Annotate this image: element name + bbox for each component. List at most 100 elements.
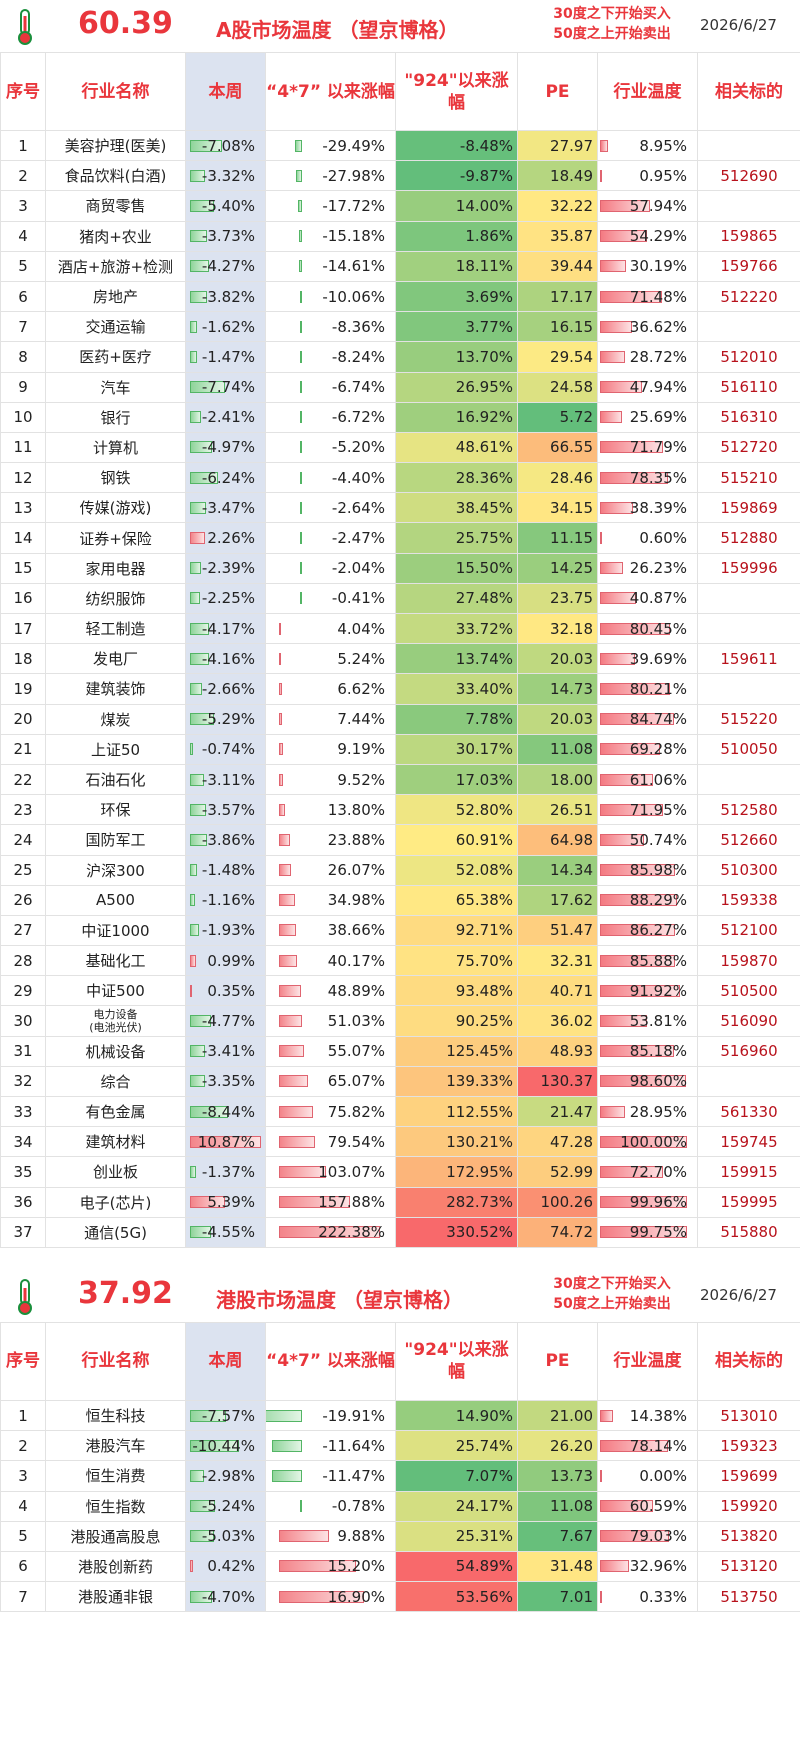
related-code-cell[interactable]: 516090 [697, 1005, 800, 1037]
week-change-value: -4.16% [201, 649, 255, 668]
week-change-bar [190, 743, 194, 756]
since47-bar-wrap: 222.38% [267, 1223, 395, 1241]
seq-cell: 5 [0, 1520, 46, 1552]
since47-cell: 9.88% [265, 1520, 396, 1552]
industry-temp-cell: 28.95% [597, 1095, 698, 1128]
related-code-cell[interactable]: 513820 [697, 1520, 800, 1552]
week-change-cell: -6.24% [185, 462, 266, 494]
related-code-cell[interactable]: 159920 [697, 1490, 800, 1522]
related-code-cell[interactable]: 561330 [697, 1095, 800, 1128]
related-code-cell[interactable]: 512880 [697, 522, 800, 554]
related-code-cell[interactable]: 510500 [697, 975, 800, 1007]
related-code-cell[interactable]: 159766 [697, 250, 800, 282]
related-code-cell[interactable]: 159870 [697, 945, 800, 977]
related-code-cell[interactable]: 159915 [697, 1156, 800, 1188]
table-row: 12 钢铁 -6.24% -4.40% 28.36% 28.46 78.35% 515210 [0, 462, 800, 494]
related-code-cell[interactable]: 159995 [697, 1186, 800, 1218]
related-code-cell[interactable]: 159323 [697, 1430, 800, 1462]
related-code-cell[interactable] [697, 582, 800, 615]
related-code-cell[interactable]: 513010 [697, 1399, 800, 1432]
related-code-cell[interactable] [697, 612, 800, 645]
pe-cell: 20.03 [517, 643, 598, 675]
related-code-cell[interactable] [697, 763, 800, 796]
related-code-cell[interactable]: 159745 [697, 1126, 800, 1158]
since47-bar [278, 1165, 326, 1178]
since47-bar [299, 290, 303, 303]
related-code-cell[interactable]: 512010 [697, 341, 800, 373]
industry-temp-bar-wrap: 80.21% [599, 680, 697, 698]
since47-value: 13.80% [327, 800, 385, 819]
related-code-cell[interactable] [697, 190, 800, 222]
since47-bar-wrap: -27.98% [267, 167, 395, 185]
week-change-value: -2.39% [201, 559, 255, 578]
related-code-cell[interactable]: 512100 [697, 914, 800, 947]
week-change-cell: -1.93% [185, 914, 266, 947]
week-change-cell: 0.99% [185, 945, 266, 977]
week-change-bar-wrap: -3.47% [187, 499, 265, 517]
related-code-cell[interactable]: 159338 [697, 884, 800, 916]
related-code-cell[interactable]: 513750 [697, 1581, 800, 1613]
since47-cell: 157.88% [265, 1186, 396, 1218]
industry-temp-bar-wrap: 88.29% [599, 891, 697, 909]
related-code-cell[interactable] [697, 311, 800, 343]
related-code-cell[interactable]: 510050 [697, 733, 800, 765]
related-code-cell[interactable] [697, 129, 800, 162]
related-code-cell[interactable]: 513120 [697, 1550, 800, 1583]
week-change-cell: -4.27% [185, 250, 266, 282]
pe-cell: 35.87 [517, 220, 598, 252]
col-name-header: 行业名称 [45, 1321, 186, 1401]
industry-temp-bar-wrap: 53.81% [599, 1012, 697, 1030]
related-code-cell[interactable]: 159611 [697, 643, 800, 675]
since47-bar [299, 562, 303, 575]
since924-cell: 48.61% [395, 431, 518, 464]
related-code-cell[interactable]: 515220 [697, 703, 800, 735]
related-code-cell[interactable]: 512690 [697, 160, 800, 192]
related-code-cell[interactable]: 510300 [697, 854, 800, 886]
col-seq-header: 序号 [0, 52, 46, 131]
industry-temp-bar [600, 1045, 675, 1058]
since924-cell: 3.77% [395, 311, 518, 343]
week-change-bar [190, 894, 196, 907]
related-code-cell[interactable]: 516960 [697, 1035, 800, 1067]
industry-name: 上证50 [90, 740, 141, 759]
related-code-cell[interactable]: 512660 [697, 824, 800, 856]
week-change-value: -0.74% [201, 740, 255, 759]
industry-temp-cell: 71.79% [597, 431, 698, 464]
since47-bar [298, 230, 303, 243]
a-share-title: A股市场温度 （望京博格） [216, 18, 459, 42]
related-code-cell[interactable]: 512720 [697, 431, 800, 464]
week-change-value: -3.32% [201, 166, 255, 185]
seq-cell: 28 [0, 945, 46, 977]
related-code-cell[interactable]: 516110 [697, 371, 800, 403]
industry-temp-bar [600, 471, 669, 484]
week-change-bar-wrap: -1.16% [187, 891, 265, 909]
note-line-2: 50度之上开始卖出 [553, 26, 671, 42]
related-code-cell[interactable] [697, 1065, 800, 1098]
industry-temp-cell: 71.48% [597, 280, 698, 313]
related-code-cell[interactable] [697, 673, 800, 705]
related-code-cell[interactable]: 159996 [697, 552, 800, 584]
seq-cell: 25 [0, 854, 46, 886]
pe-cell: 17.62 [517, 884, 598, 916]
related-code-cell[interactable]: 159865 [697, 220, 800, 252]
industry-name-cell: 中证500 [45, 975, 186, 1007]
seq-cell: 14 [0, 522, 46, 554]
since924-cell: 14.00% [395, 190, 518, 222]
related-code-cell[interactable]: 515210 [697, 462, 800, 494]
week-change-cell: -2.66% [185, 673, 266, 705]
col-temp-header: 行业温度 [597, 52, 698, 131]
related-code-cell[interactable]: 159869 [697, 492, 800, 524]
related-code-cell[interactable]: 512220 [697, 280, 800, 313]
since47-value: 9.88% [337, 1527, 385, 1546]
industry-temp-bar [600, 139, 608, 152]
since47-cell: 5.24% [265, 643, 396, 675]
related-code-cell[interactable]: 159699 [697, 1460, 800, 1492]
week-change-cell: -3.35% [185, 1065, 266, 1098]
related-code-cell[interactable]: 516310 [697, 401, 800, 433]
since47-bar-wrap: -2.64% [267, 499, 395, 517]
related-code-cell[interactable]: 512580 [697, 794, 800, 826]
related-code-cell[interactable]: 515880 [697, 1216, 800, 1248]
week-change-cell: -1.48% [185, 854, 266, 886]
pe-cell: 32.22 [517, 190, 598, 222]
industry-temp-bar-wrap: 99.96% [599, 1193, 697, 1211]
